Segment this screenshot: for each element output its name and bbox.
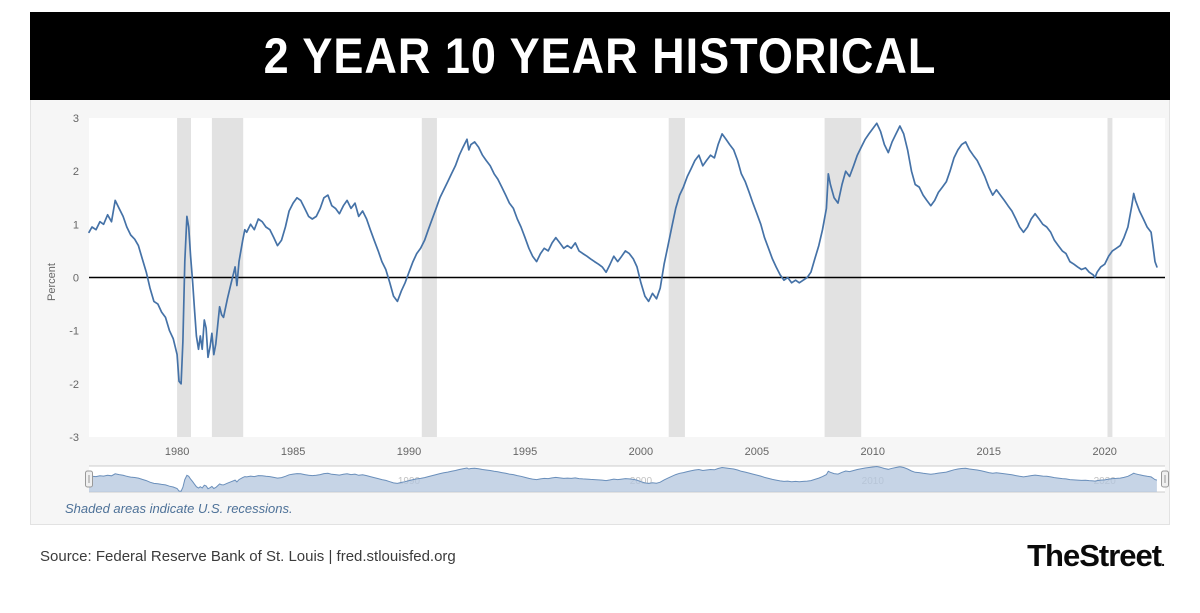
y-axis-label: Percent <box>45 263 58 301</box>
source-text: Source: Federal Reserve Bank of St. Loui… <box>40 547 456 565</box>
x-tick-label: 2005 <box>745 446 769 458</box>
brand-name: TheStreet <box>1027 538 1162 573</box>
y-tick-label: 0 <box>73 273 79 285</box>
x-tick-label: 2010 <box>861 446 885 458</box>
y-tick-label: -3 <box>69 432 79 444</box>
range-navigator[interactable]: 1990200020102020 <box>31 462 1169 496</box>
fred-chart-widget: Percent 3 2 1 0 -1 -2 -3 1980 1985 1990 1995 2000 20… <box>30 100 1170 525</box>
spread-line <box>88 122 1158 385</box>
brand-logo: TheStreet. <box>1027 538 1165 574</box>
navigator-handle-left <box>85 470 93 488</box>
brand-dot: . <box>1161 553 1165 569</box>
y-tick-label: 1 <box>73 219 79 231</box>
x-tick-label: 1985 <box>281 446 305 458</box>
x-tick-label: 1995 <box>513 446 537 458</box>
x-tick-label: 1980 <box>165 446 189 458</box>
y-tick-label: 2 <box>73 166 79 178</box>
x-tick-label: 2015 <box>977 446 1001 458</box>
y-tick-label: 3 <box>73 113 79 125</box>
x-tick-label: 1990 <box>397 446 421 458</box>
navigator-line <box>88 465 1158 492</box>
x-tick-label: 2000 <box>629 446 653 458</box>
y-tick-label: -2 <box>69 379 79 391</box>
y-tick-label: -1 <box>69 326 79 338</box>
x-tick-label: 2020 <box>1092 446 1116 458</box>
recession-note: Shaded areas indicate U.S. recessions. <box>65 501 293 516</box>
main-chart[interactable]: 3 2 1 0 -1 -2 -3 1980 1985 1990 1995 2000 2005 2010 20… <box>31 100 1169 462</box>
navigator-handle-right <box>1161 470 1169 488</box>
chart-title: 2 YEAR 10 YEAR HISTORICAL <box>263 26 937 85</box>
title-banner: 2 YEAR 10 YEAR HISTORICAL <box>30 12 1170 100</box>
footer: Source: Federal Reserve Bank of St. Loui… <box>0 525 1200 574</box>
